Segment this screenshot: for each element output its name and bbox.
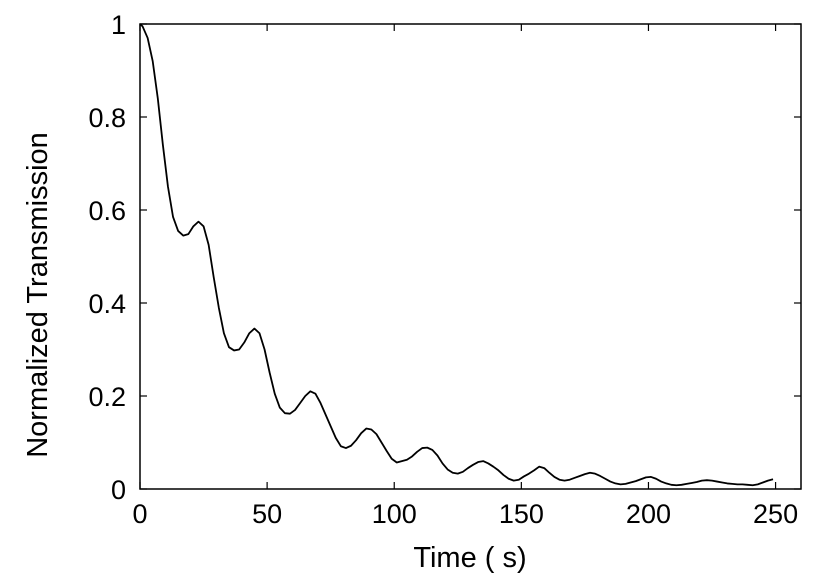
series-line-transmission	[139, 23, 774, 487]
y-tick-label: 0.8	[88, 103, 126, 133]
y-tick-label: 0	[111, 475, 126, 505]
y-tick-label: 1	[111, 10, 126, 40]
y-tick-label: 0.4	[88, 289, 126, 319]
x-tick-label: 200	[626, 499, 671, 529]
x-tick-label: 250	[753, 499, 798, 529]
y-tick-label: 0.6	[88, 196, 126, 226]
y-tick-label: 0.2	[88, 382, 126, 412]
axis-ticks	[139, 23, 801, 490]
axis-tick-labels: 0 50 100 150 200 250 0 0.2 0.4 0.6 0.8 1	[88, 10, 798, 529]
x-tick-label: 150	[499, 499, 544, 529]
x-axis-title: Time ( s)	[413, 542, 526, 574]
plot-frame	[139, 23, 802, 490]
x-tick-label: 100	[372, 499, 417, 529]
x-tick-label: 0	[132, 499, 147, 529]
x-tick-label: 50	[252, 499, 282, 529]
y-axis-title: Normalized Transmission	[22, 132, 54, 458]
